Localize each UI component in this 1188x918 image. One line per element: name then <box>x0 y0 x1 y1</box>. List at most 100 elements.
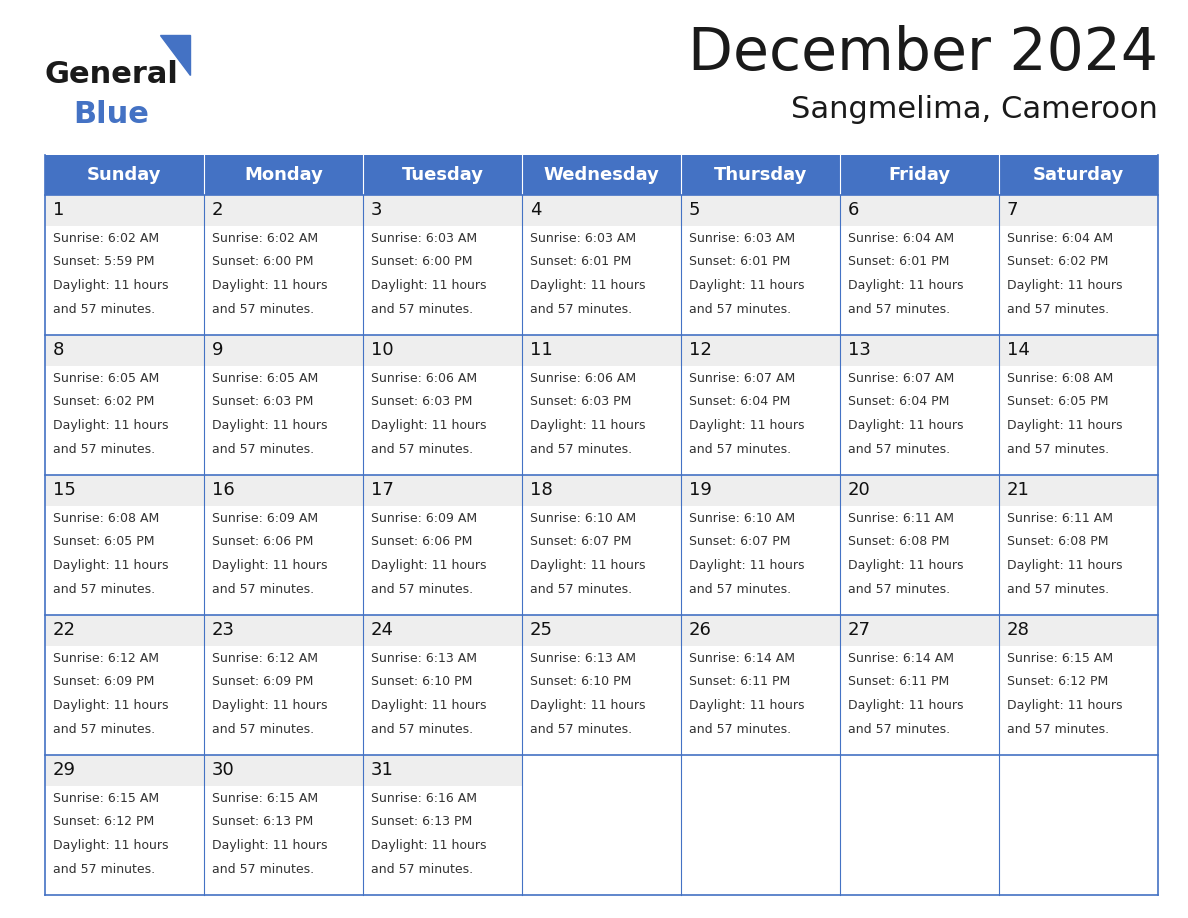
Text: 17: 17 <box>371 481 394 499</box>
Text: 12: 12 <box>689 341 712 360</box>
Text: Sunset: 6:02 PM: Sunset: 6:02 PM <box>1007 255 1108 268</box>
Text: and 57 minutes.: and 57 minutes. <box>371 722 473 735</box>
Text: Sunset: 6:11 PM: Sunset: 6:11 PM <box>848 676 949 688</box>
Text: Sunrise: 6:10 AM: Sunrise: 6:10 AM <box>530 512 636 525</box>
Text: and 57 minutes.: and 57 minutes. <box>530 303 632 316</box>
Text: 27: 27 <box>848 621 871 640</box>
Text: 18: 18 <box>530 481 552 499</box>
Bar <box>681 335 840 365</box>
Text: Sunset: 6:01 PM: Sunset: 6:01 PM <box>530 255 631 268</box>
Text: and 57 minutes.: and 57 minutes. <box>371 303 473 316</box>
Text: 11: 11 <box>530 341 552 360</box>
Text: and 57 minutes.: and 57 minutes. <box>211 583 314 596</box>
Text: General: General <box>45 60 179 89</box>
Bar <box>364 475 522 506</box>
Text: Sunrise: 6:13 AM: Sunrise: 6:13 AM <box>530 652 636 665</box>
Bar <box>840 195 999 226</box>
Text: Blue: Blue <box>72 100 148 129</box>
Text: 1: 1 <box>53 201 64 219</box>
Bar <box>204 755 364 786</box>
Text: 25: 25 <box>530 621 552 640</box>
Text: Sunrise: 6:04 AM: Sunrise: 6:04 AM <box>1007 232 1113 245</box>
Text: Saturday: Saturday <box>1032 166 1124 184</box>
Bar <box>999 615 1158 645</box>
Text: Sunrise: 6:08 AM: Sunrise: 6:08 AM <box>53 512 159 525</box>
Bar <box>45 755 204 786</box>
Text: 22: 22 <box>53 621 76 640</box>
Text: 28: 28 <box>1007 621 1030 640</box>
Text: Sunrise: 6:10 AM: Sunrise: 6:10 AM <box>689 512 795 525</box>
Text: Thursday: Thursday <box>714 166 807 184</box>
Text: Sunrise: 6:03 AM: Sunrise: 6:03 AM <box>689 232 795 245</box>
Text: Daylight: 11 hours: Daylight: 11 hours <box>530 279 645 292</box>
Text: Daylight: 11 hours: Daylight: 11 hours <box>530 419 645 432</box>
Text: Sunrise: 6:02 AM: Sunrise: 6:02 AM <box>53 232 159 245</box>
Text: Monday: Monday <box>244 166 323 184</box>
Text: and 57 minutes.: and 57 minutes. <box>371 583 473 596</box>
Text: Sunrise: 6:09 AM: Sunrise: 6:09 AM <box>211 512 318 525</box>
Text: Sunset: 6:04 PM: Sunset: 6:04 PM <box>689 396 790 409</box>
Text: Sunset: 6:00 PM: Sunset: 6:00 PM <box>371 255 473 268</box>
Text: Sangmelima, Cameroon: Sangmelima, Cameroon <box>791 95 1158 124</box>
Text: Sunrise: 6:11 AM: Sunrise: 6:11 AM <box>848 512 954 525</box>
Bar <box>840 335 999 365</box>
Text: 3: 3 <box>371 201 383 219</box>
Text: Sunset: 6:01 PM: Sunset: 6:01 PM <box>689 255 790 268</box>
Text: Daylight: 11 hours: Daylight: 11 hours <box>371 699 487 712</box>
Text: Sunset: 6:07 PM: Sunset: 6:07 PM <box>689 535 790 548</box>
Text: Sunset: 6:10 PM: Sunset: 6:10 PM <box>371 676 473 688</box>
Bar <box>364 755 522 786</box>
Text: Sunset: 6:02 PM: Sunset: 6:02 PM <box>53 396 154 409</box>
Bar <box>364 335 522 365</box>
Text: Sunrise: 6:15 AM: Sunrise: 6:15 AM <box>1007 652 1113 665</box>
Text: 29: 29 <box>53 761 76 779</box>
Text: Daylight: 11 hours: Daylight: 11 hours <box>689 279 804 292</box>
Text: 15: 15 <box>53 481 76 499</box>
Text: Daylight: 11 hours: Daylight: 11 hours <box>689 559 804 572</box>
Bar <box>364 195 522 226</box>
Text: and 57 minutes.: and 57 minutes. <box>689 303 791 316</box>
Text: and 57 minutes.: and 57 minutes. <box>848 442 950 455</box>
Text: Sunset: 6:06 PM: Sunset: 6:06 PM <box>371 535 473 548</box>
Text: Sunrise: 6:08 AM: Sunrise: 6:08 AM <box>1007 372 1113 385</box>
Text: and 57 minutes.: and 57 minutes. <box>53 303 156 316</box>
Text: and 57 minutes.: and 57 minutes. <box>53 863 156 876</box>
Text: and 57 minutes.: and 57 minutes. <box>1007 303 1110 316</box>
Text: Daylight: 11 hours: Daylight: 11 hours <box>689 419 804 432</box>
Text: Sunset: 6:03 PM: Sunset: 6:03 PM <box>530 396 631 409</box>
Text: 21: 21 <box>1007 481 1030 499</box>
Text: Daylight: 11 hours: Daylight: 11 hours <box>53 839 169 852</box>
Text: 16: 16 <box>211 481 235 499</box>
Text: and 57 minutes.: and 57 minutes. <box>1007 442 1110 455</box>
Text: Daylight: 11 hours: Daylight: 11 hours <box>211 839 328 852</box>
Text: Daylight: 11 hours: Daylight: 11 hours <box>53 699 169 712</box>
Text: 5: 5 <box>689 201 701 219</box>
Text: Sunset: 6:08 PM: Sunset: 6:08 PM <box>1007 535 1108 548</box>
Text: Daylight: 11 hours: Daylight: 11 hours <box>689 699 804 712</box>
Text: and 57 minutes.: and 57 minutes. <box>530 442 632 455</box>
Text: Daylight: 11 hours: Daylight: 11 hours <box>371 839 487 852</box>
Text: Daylight: 11 hours: Daylight: 11 hours <box>848 699 963 712</box>
Text: Daylight: 11 hours: Daylight: 11 hours <box>848 559 963 572</box>
Text: and 57 minutes.: and 57 minutes. <box>848 583 950 596</box>
Text: and 57 minutes.: and 57 minutes. <box>211 863 314 876</box>
Text: 26: 26 <box>689 621 712 640</box>
Text: and 57 minutes.: and 57 minutes. <box>53 583 156 596</box>
Text: Sunset: 6:12 PM: Sunset: 6:12 PM <box>1007 676 1108 688</box>
Text: Daylight: 11 hours: Daylight: 11 hours <box>371 419 487 432</box>
Bar <box>522 475 681 506</box>
Text: Daylight: 11 hours: Daylight: 11 hours <box>371 279 487 292</box>
Text: 23: 23 <box>211 621 235 640</box>
Text: Sunset: 6:03 PM: Sunset: 6:03 PM <box>371 396 473 409</box>
Text: Tuesday: Tuesday <box>402 166 484 184</box>
Text: Friday: Friday <box>889 166 950 184</box>
Bar <box>45 155 1158 195</box>
Text: Sunrise: 6:12 AM: Sunrise: 6:12 AM <box>211 652 318 665</box>
Text: Sunset: 6:05 PM: Sunset: 6:05 PM <box>1007 396 1108 409</box>
Text: Sunrise: 6:11 AM: Sunrise: 6:11 AM <box>1007 512 1113 525</box>
Text: Sunset: 6:13 PM: Sunset: 6:13 PM <box>371 815 473 828</box>
Text: 14: 14 <box>1007 341 1030 360</box>
Text: Sunset: 6:09 PM: Sunset: 6:09 PM <box>53 676 154 688</box>
Text: and 57 minutes.: and 57 minutes. <box>211 722 314 735</box>
Text: Daylight: 11 hours: Daylight: 11 hours <box>848 419 963 432</box>
